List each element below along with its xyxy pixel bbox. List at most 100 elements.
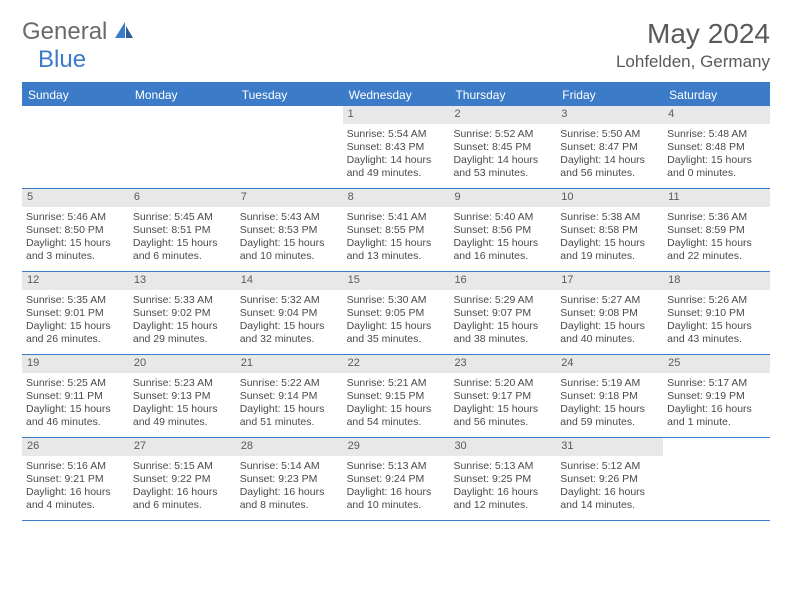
cell-content: Sunrise: 5:43 AMSunset: 8:53 PMDaylight:… xyxy=(236,209,343,268)
info-line: Daylight: 16 hours and 10 minutes. xyxy=(347,486,446,512)
info-line: Daylight: 15 hours and 54 minutes. xyxy=(347,403,446,429)
info-line: Sunset: 8:58 PM xyxy=(560,224,659,237)
cell-content: Sunrise: 5:20 AMSunset: 9:17 PMDaylight:… xyxy=(449,375,556,434)
calendar-cell: 4 Sunrise: 5:48 AMSunset: 8:48 PMDaylight… xyxy=(663,106,770,188)
day-number: 12 xyxy=(22,272,129,290)
calendar-cell: 3Sunrise: 5:50 AMSunset: 8:47 PMDaylight… xyxy=(556,106,663,188)
info-line: Daylight: 15 hours and 56 minutes. xyxy=(453,403,552,429)
logo-text-2-wrap: Blue xyxy=(38,46,86,74)
info-line: Sunrise: 5:21 AM xyxy=(347,377,446,390)
day-number: 9 xyxy=(449,189,556,207)
sail-icon xyxy=(113,20,137,45)
info-line: Sunrise: 5:46 AM xyxy=(26,211,125,224)
calendar-cell xyxy=(663,438,770,520)
cell-content: Sunrise: 5:45 AMSunset: 8:51 PMDaylight:… xyxy=(129,209,236,268)
info-line: Sunset: 8:51 PM xyxy=(133,224,232,237)
info-line: Daylight: 15 hours and 49 minutes. xyxy=(133,403,232,429)
info-line: Sunrise: 5:20 AM xyxy=(453,377,552,390)
calendar-cell xyxy=(129,106,236,188)
month-title: May 2024 xyxy=(616,18,770,50)
cell-content xyxy=(236,126,343,132)
cell-content: Sunrise: 5:32 AMSunset: 9:04 PMDaylight:… xyxy=(236,292,343,351)
info-line: Sunrise: 5:14 AM xyxy=(240,460,339,473)
cell-content: Sunrise: 5:48 AMSunset: 8:48 PMDaylight:… xyxy=(663,126,770,185)
cell-content xyxy=(129,126,236,132)
calendar-cell: 16Sunrise: 5:29 AMSunset: 9:07 PMDayligh… xyxy=(449,272,556,354)
info-line: Sunset: 9:23 PM xyxy=(240,473,339,486)
calendar-cell: 6Sunrise: 5:45 AMSunset: 8:51 PMDaylight… xyxy=(129,189,236,271)
cell-content: Sunrise: 5:16 AMSunset: 9:21 PMDaylight:… xyxy=(22,458,129,517)
info-line: Sunrise: 5:25 AM xyxy=(26,377,125,390)
week-row: 12 Sunrise: 5:35 AMSunset: 9:01 PMDayligh… xyxy=(22,272,770,355)
cell-content: Sunrise: 5:22 AMSunset: 9:14 PMDaylight:… xyxy=(236,375,343,434)
info-line: Sunset: 9:17 PM xyxy=(453,390,552,403)
info-line: Sunrise: 5:40 AM xyxy=(453,211,552,224)
cell-content: Sunrise: 5:13 AMSunset: 9:25 PMDaylight:… xyxy=(449,458,556,517)
calendar-cell: 30Sunrise: 5:13 AMSunset: 9:25 PMDayligh… xyxy=(449,438,556,520)
info-line: Sunrise: 5:45 AM xyxy=(133,211,232,224)
calendar-cell: 28Sunrise: 5:14 AMSunset: 9:23 PMDayligh… xyxy=(236,438,343,520)
info-line: Daylight: 15 hours and 22 minutes. xyxy=(667,237,766,263)
info-line: Sunset: 8:50 PM xyxy=(26,224,125,237)
day-number: 4 xyxy=(663,106,770,124)
info-line: Sunrise: 5:43 AM xyxy=(240,211,339,224)
cell-content: Sunrise: 5:21 AMSunset: 9:15 PMDaylight:… xyxy=(343,375,450,434)
cell-content: Sunrise: 5:23 AMSunset: 9:13 PMDaylight:… xyxy=(129,375,236,434)
cell-content: Sunrise: 5:12 AMSunset: 9:26 PMDaylight:… xyxy=(556,458,663,517)
info-line: Daylight: 15 hours and 32 minutes. xyxy=(240,320,339,346)
info-line: Sunset: 8:56 PM xyxy=(453,224,552,237)
cell-content: Sunrise: 5:35 AMSunset: 9:01 PMDaylight:… xyxy=(22,292,129,351)
calendar-cell: 2 Sunrise: 5:52 AMSunset: 8:45 PMDaylight… xyxy=(449,106,556,188)
day-number: 23 xyxy=(449,355,556,373)
cell-content: Sunrise: 5:54 AMSunset: 8:43 PMDaylight:… xyxy=(343,126,450,185)
calendar-cell: 22Sunrise: 5:21 AMSunset: 9:15 PMDayligh… xyxy=(343,355,450,437)
info-line: Daylight: 15 hours and 6 minutes. xyxy=(133,237,232,263)
info-line: Sunset: 9:24 PM xyxy=(347,473,446,486)
info-line: Sunrise: 5:27 AM xyxy=(560,294,659,307)
info-line: Sunset: 8:45 PM xyxy=(453,141,552,154)
day-header: Wednesday xyxy=(343,84,450,106)
info-line: Sunset: 8:55 PM xyxy=(347,224,446,237)
calendar-cell: 27Sunrise: 5:15 AMSunset: 9:22 PMDayligh… xyxy=(129,438,236,520)
cell-content: Sunrise: 5:50 AMSunset: 8:47 PMDaylight:… xyxy=(556,126,663,185)
cell-content: Sunrise: 5:40 AMSunset: 8:56 PMDaylight:… xyxy=(449,209,556,268)
calendar-cell: 14 Sunrise: 5:32 AMSunset: 9:04 PMDayligh… xyxy=(236,272,343,354)
info-line: Daylight: 14 hours and 49 minutes. xyxy=(347,154,446,180)
info-line: Sunset: 8:53 PM xyxy=(240,224,339,237)
day-number: 17 xyxy=(556,272,663,290)
day-number: 24 xyxy=(556,355,663,373)
day-number: 14 xyxy=(236,272,343,290)
info-line: Sunset: 9:15 PM xyxy=(347,390,446,403)
cell-content: Sunrise: 5:26 AMSunset: 9:10 PMDaylight:… xyxy=(663,292,770,351)
info-line: Sunset: 9:10 PM xyxy=(667,307,766,320)
info-line: Daylight: 16 hours and 4 minutes. xyxy=(26,486,125,512)
info-line: Sunrise: 5:32 AM xyxy=(240,294,339,307)
calendar-cell: 11Sunrise: 5:36 AMSunset: 8:59 PMDayligh… xyxy=(663,189,770,271)
info-line: Daylight: 15 hours and 46 minutes. xyxy=(26,403,125,429)
info-line: Sunrise: 5:13 AM xyxy=(347,460,446,473)
day-number: 2 xyxy=(449,106,556,124)
cell-content: Sunrise: 5:52 AMSunset: 8:45 PMDaylight:… xyxy=(449,126,556,185)
info-line: Daylight: 15 hours and 51 minutes. xyxy=(240,403,339,429)
info-line: Sunrise: 5:16 AM xyxy=(26,460,125,473)
info-line: Sunset: 8:48 PM xyxy=(667,141,766,154)
info-line: Daylight: 16 hours and 14 minutes. xyxy=(560,486,659,512)
calendar-cell: 12 Sunrise: 5:35 AMSunset: 9:01 PMDayligh… xyxy=(22,272,129,354)
day-number: 20 xyxy=(129,355,236,373)
info-line: Daylight: 16 hours and 6 minutes. xyxy=(133,486,232,512)
info-line: Sunset: 9:18 PM xyxy=(560,390,659,403)
cell-content: Sunrise: 5:46 AMSunset: 8:50 PMDaylight:… xyxy=(22,209,129,268)
cell-content: Sunrise: 5:19 AMSunset: 9:18 PMDaylight:… xyxy=(556,375,663,434)
info-line: Sunrise: 5:26 AM xyxy=(667,294,766,307)
calendar-cell: 15Sunrise: 5:30 AMSunset: 9:05 PMDayligh… xyxy=(343,272,450,354)
info-line: Sunset: 9:08 PM xyxy=(560,307,659,320)
info-line: Sunrise: 5:52 AM xyxy=(453,128,552,141)
info-line: Daylight: 15 hours and 59 minutes. xyxy=(560,403,659,429)
location: Lohfelden, Germany xyxy=(616,52,770,72)
day-number: 8 xyxy=(343,189,450,207)
info-line: Sunrise: 5:13 AM xyxy=(453,460,552,473)
info-line: Daylight: 15 hours and 38 minutes. xyxy=(453,320,552,346)
cell-content: Sunrise: 5:36 AMSunset: 8:59 PMDaylight:… xyxy=(663,209,770,268)
cell-content xyxy=(663,458,770,464)
cell-content: Sunrise: 5:33 AMSunset: 9:02 PMDaylight:… xyxy=(129,292,236,351)
